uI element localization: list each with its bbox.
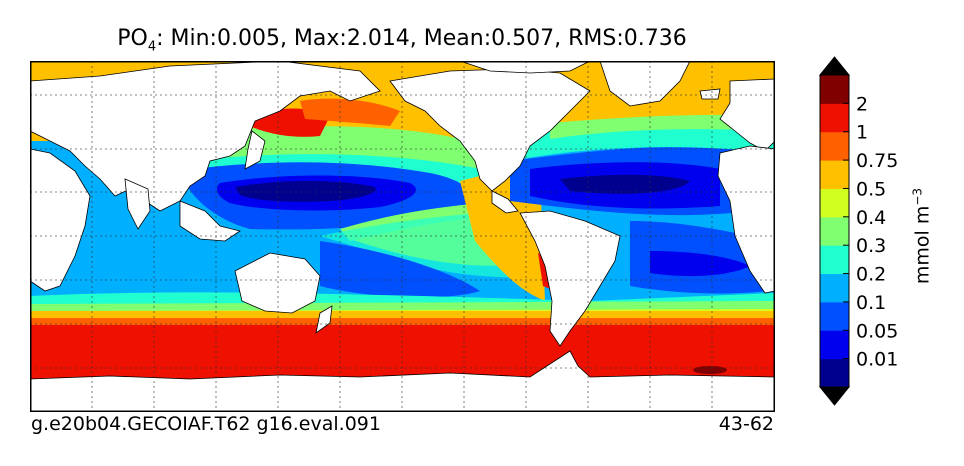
land-eurasia-east — [719, 78, 775, 152]
ocean-map — [30, 61, 775, 412]
colorbar-swatch — [820, 301, 849, 331]
colorbar-tick-label: 1 — [856, 122, 868, 144]
plot-title: PO4: Min:0.005, Max:2.014, Mean:0.507, R… — [30, 26, 774, 54]
title-stats: : Min:0.005, Max:2.014, Mean:0.507, RMS:… — [156, 26, 687, 51]
land-eurasia — [30, 61, 381, 212]
colorbar: 0.01 0.05 0.1 0.2 0.3 0.4 0.5 0.75 1 2 — [818, 56, 898, 406]
colorbar-swatch — [820, 160, 849, 189]
graticule — [30, 61, 775, 412]
natl-vlow — [560, 174, 690, 194]
land-africa — [30, 148, 91, 292]
land-india — [124, 178, 151, 230]
bering-dorange — [300, 98, 400, 126]
colorbar-swatch — [820, 216, 849, 246]
land-japan — [244, 130, 266, 170]
satl-low — [650, 251, 750, 277]
colorbar-unit-label: mmol m−3 — [910, 188, 933, 284]
colorbar-tick-label: 0.01 — [856, 349, 898, 371]
land-greenland — [599, 61, 691, 107]
spac-low2 — [320, 241, 480, 298]
land-australia — [234, 252, 321, 314]
antarctic-dred — [693, 366, 727, 374]
colorbar-tick-label: 0.3 — [856, 235, 886, 257]
colorbar-swatch — [820, 131, 849, 161]
land-north-america — [389, 68, 591, 192]
npac-vlow — [235, 181, 376, 202]
colorbar-swatch — [820, 245, 849, 275]
colorbar-swatch — [820, 75, 849, 104]
title-variable-subscript: 4 — [147, 39, 157, 55]
colorbar-tick-label: 0.4 — [856, 207, 886, 229]
colorbar-unit-main: mmol m — [911, 205, 934, 285]
land-central-america — [491, 190, 519, 214]
colorbar-tick-label: 0.75 — [856, 150, 898, 172]
colorbar-tick-label: 0.5 — [856, 178, 886, 200]
colorbar-extend-max — [818, 56, 851, 76]
land-arctic-islands — [459, 61, 591, 74]
run-id-label: g.e20b04.GECOIAF.T62 g16.eval.091 — [31, 413, 381, 435]
colorbar-swatch — [820, 273, 849, 303]
band-southern-dorange — [30, 318, 775, 326]
colorbar-swatch — [820, 330, 849, 360]
colorbar-unit-exponent: −3 — [910, 187, 925, 206]
year-range-label: 43-62 — [718, 413, 774, 435]
title-variable: PO — [117, 26, 148, 51]
band-southern-orange — [30, 311, 775, 319]
colorbar-extend-min — [818, 386, 851, 406]
colorbar-tick-label: 2 — [856, 93, 868, 115]
colorbar-tick-label: 0.1 — [856, 292, 886, 314]
map-frame — [30, 61, 775, 412]
land-newzealand — [315, 305, 333, 334]
land-south-america — [519, 210, 621, 347]
colorbar-swatch — [820, 358, 849, 388]
natl-mid3 — [550, 114, 775, 139]
colorbar-tick-label: 0.05 — [856, 320, 898, 342]
colorbar-swatch — [820, 103, 849, 133]
colorbar-swatch — [820, 188, 849, 218]
land-africa-east — [717, 145, 775, 294]
land-iceland — [699, 88, 721, 100]
colorbar-frame — [819, 74, 850, 388]
colorbar-tick-label: 0.2 — [856, 264, 886, 286]
land-seasia — [179, 200, 241, 242]
